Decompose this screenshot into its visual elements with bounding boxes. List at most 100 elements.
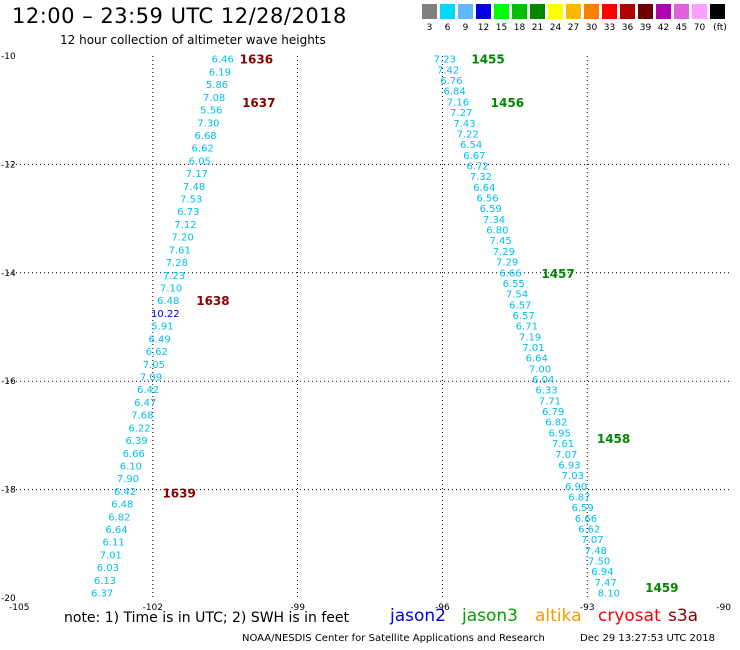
wave-height-value: 5.56	[200, 106, 222, 117]
wave-height-value: 6.68	[194, 131, 216, 142]
lat-tick-label: -14	[1, 269, 16, 279]
wave-height-value: 6.66	[499, 268, 521, 279]
wave-height-value: 7.30	[197, 118, 219, 129]
wave-height-value: 6.90	[565, 482, 587, 493]
wave-height-value: 7.61	[169, 245, 191, 256]
note-text: note: 1) Time is in UTC; 2) SWH is in fe…	[64, 610, 350, 626]
wave-height-value: 7.07	[581, 535, 603, 546]
wave-height-value: 5.86	[206, 80, 228, 91]
wave-height-value: 6.39	[125, 436, 147, 447]
wave-height-value: 6.42	[114, 487, 136, 498]
scale-label: 21	[531, 23, 544, 33]
scale-swatch	[674, 4, 689, 19]
scale-label: 15	[495, 23, 508, 33]
wave-height-value: 7.48	[183, 182, 205, 193]
wave-height-value: 7.50	[588, 557, 610, 568]
time-label: 1637	[242, 96, 275, 110]
wave-height-value: 7.12	[174, 220, 196, 231]
lat-tick-label: -20	[1, 594, 16, 604]
wave-height-value: 6.71	[516, 322, 538, 333]
wave-height-value: 7.17	[186, 169, 208, 180]
wave-height-value: 6.94	[591, 567, 613, 578]
wave-height-value: 7.10	[160, 284, 182, 295]
wave-height-value: 6.80	[486, 226, 508, 237]
wave-height-value: 7.00	[529, 364, 551, 375]
wave-height-value: 6.82	[545, 418, 567, 429]
wave-height-value: 6.62	[146, 347, 168, 358]
wave-height-value: 6.13	[94, 576, 116, 587]
scale-label: 39	[639, 23, 652, 33]
wave-height-value: 10.22	[151, 309, 180, 320]
wave-height-value: 6.76	[440, 76, 462, 87]
scale-swatch	[620, 4, 635, 19]
wave-height-value: 6.22	[128, 423, 150, 434]
scale-swatch	[656, 4, 671, 19]
wave-height-value: 7.48	[585, 546, 607, 557]
wave-height-value: 7.01	[100, 550, 122, 561]
wave-height-value: 6.64	[473, 183, 495, 194]
scale-swatch	[638, 4, 653, 19]
wave-height-value: 6.82	[108, 512, 130, 523]
scale-swatch	[512, 4, 527, 19]
scale-label: 36	[621, 23, 634, 33]
wave-height-value: 7.71	[539, 396, 561, 407]
wave-height-value: 6.11	[102, 538, 124, 549]
wave-height-value: 6.54	[460, 140, 482, 151]
lon-tick-label: -93	[580, 603, 595, 613]
wave-height-value: 6.64	[526, 354, 548, 365]
scale-label: 9	[462, 23, 469, 33]
scale-swatch	[602, 4, 617, 19]
scale-swatch	[530, 4, 545, 19]
wave-height-value: 6.42	[137, 385, 159, 396]
wave-height-value: 6.03	[97, 563, 119, 574]
wave-height-value: 6.87	[568, 492, 590, 503]
wave-height-value: 7.07	[555, 450, 577, 461]
wave-height-value: 7.05	[143, 360, 165, 371]
time-label: 1638	[196, 294, 229, 308]
wave-height-value: 6.49	[148, 334, 170, 345]
scale-label: 45	[675, 23, 688, 33]
time-label: 1639	[162, 486, 195, 500]
wave-height-value: 6.62	[192, 144, 214, 155]
scale-swatch	[422, 4, 437, 19]
scale-swatch	[710, 4, 725, 19]
scale-label: 3	[426, 23, 433, 33]
scale-swatch	[566, 4, 581, 19]
wave-height-value: 7.43	[453, 119, 475, 130]
wave-height-value: 7.20	[171, 233, 193, 244]
wave-height-value: 7.16	[447, 97, 469, 108]
wave-height-value: 6.72	[467, 161, 489, 172]
lat-tick-label: -12	[1, 160, 16, 170]
wave-height-value: 5.91	[151, 322, 173, 333]
wave-height-value: 6.67	[463, 151, 485, 162]
satellite-legend-jason3: jason3	[462, 606, 518, 626]
wave-height-value: 6.84	[444, 87, 466, 98]
wave-height-value: 6.79	[542, 407, 564, 418]
wave-height-value: 7.08	[203, 93, 225, 104]
wave-height-value: 7.22	[457, 129, 479, 140]
wave-height-value: 7.23	[434, 55, 456, 66]
wave-height-value: 6.48	[157, 296, 179, 307]
wave-height-value: 7.28	[166, 258, 188, 269]
scale-swatch	[476, 4, 491, 19]
wave-height-value: 6.33	[535, 386, 557, 397]
wave-height-value: 6.48	[111, 500, 133, 511]
wave-height-value: 6.57	[509, 300, 531, 311]
time-label: 1458	[597, 432, 630, 446]
time-label: 1456	[491, 96, 524, 110]
scale-swatch	[494, 4, 509, 19]
wave-height-value: 6.62	[578, 525, 600, 536]
wave-height-value: 6.46	[212, 55, 234, 66]
wave-height-value: 8.10	[598, 589, 620, 600]
wave-height-value: 7.54	[506, 290, 528, 301]
scale-swatch	[548, 4, 563, 19]
wave-height-value: 7.29	[493, 247, 515, 258]
lon-tick-label: -96	[435, 603, 450, 613]
wave-height-value: 6.64	[105, 525, 127, 536]
scale-label: 18	[513, 23, 526, 33]
wave-height-value: 6.47	[134, 398, 156, 409]
wave-height-value: 7.90	[117, 474, 139, 485]
lat-tick-label: -18	[1, 486, 16, 496]
wave-height-value: 6.73	[177, 207, 199, 218]
scale-label: 12	[477, 23, 490, 33]
